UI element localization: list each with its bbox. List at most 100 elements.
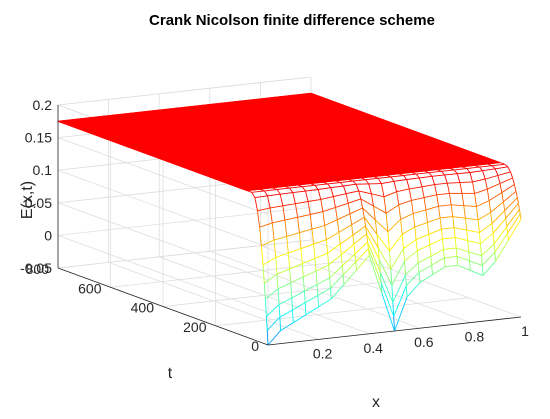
mesh-line-x — [317, 189, 322, 200]
mesh-line-x — [444, 174, 448, 184]
mesh-line-x — [297, 217, 300, 233]
mesh-line-t — [262, 257, 276, 266]
mesh-line-t — [455, 150, 469, 153]
mesh-line-x — [251, 192, 256, 198]
mesh-line-x — [262, 264, 265, 284]
mesh-line-x — [322, 211, 326, 226]
mesh-line-x — [454, 237, 457, 249]
mesh-line-t — [385, 204, 400, 214]
mesh-line-x — [240, 175, 262, 185]
mesh-line-t — [482, 260, 497, 276]
mesh-line-x — [84, 130, 111, 142]
mesh-line-t — [355, 248, 369, 263]
mesh-line-x — [497, 175, 501, 184]
mesh-line-t — [449, 166, 463, 169]
mesh-line-x — [247, 99, 275, 111]
mesh-line-x — [253, 174, 275, 184]
mesh-line-x — [350, 173, 362, 179]
mesh-line-t — [316, 277, 330, 285]
mesh-line-x — [403, 132, 430, 144]
mesh-line-t — [364, 123, 378, 126]
mesh-line-x — [188, 156, 215, 168]
mesh-line-t — [322, 180, 336, 183]
mesh-line-t — [295, 201, 309, 205]
mesh-line-t — [377, 134, 391, 137]
mesh-line-t — [312, 116, 326, 119]
mesh-line-t — [288, 131, 302, 134]
mesh-line-x — [273, 239, 277, 258]
mesh-line-t — [235, 112, 249, 115]
mesh-line-t — [358, 190, 372, 195]
mesh-line-x — [436, 169, 442, 172]
mesh-line-t — [108, 113, 122, 117]
mesh-line-x — [311, 105, 339, 116]
mesh-line-x — [260, 98, 287, 109]
mesh-line-t — [491, 210, 506, 224]
mesh-line-t — [343, 269, 357, 285]
mesh-line-t — [267, 193, 281, 197]
mesh-line-x — [267, 195, 271, 208]
mesh-line-x — [211, 128, 239, 140]
mesh-line-t — [426, 163, 439, 167]
mesh-line-t — [148, 134, 162, 137]
mesh-line-t — [328, 152, 342, 155]
z-tick-label: -0.05 — [20, 260, 52, 276]
mesh-line-t — [70, 118, 84, 121]
mesh-line-x — [302, 156, 330, 167]
mesh-line-t — [352, 179, 366, 182]
mesh-line-t — [403, 239, 417, 249]
mesh-line-x — [282, 205, 286, 221]
mesh-line-t — [479, 223, 493, 233]
mesh-line-t — [278, 297, 292, 305]
mesh-line-x — [171, 108, 199, 119]
mesh-line-x — [265, 172, 288, 182]
mesh-line-t — [147, 122, 161, 125]
mesh-line-t — [416, 172, 429, 175]
z-tick-label: 0.2 — [33, 97, 53, 113]
mesh-line-t — [286, 106, 300, 109]
mesh-line-t — [304, 295, 319, 304]
mesh-line-t — [248, 110, 262, 114]
mesh-line-t — [482, 168, 496, 172]
mesh-line-x — [349, 213, 353, 225]
mesh-line-x — [365, 179, 370, 185]
mesh-line-x — [421, 186, 425, 198]
mesh-line-t — [377, 247, 392, 270]
mesh-line-x — [411, 171, 417, 175]
mesh-line-t — [428, 170, 442, 174]
mesh-line-x — [238, 150, 266, 162]
mesh-line-x — [286, 180, 298, 186]
mesh-line-x — [234, 101, 262, 112]
mesh-line-x — [330, 288, 332, 299]
mesh-line-x — [504, 163, 509, 168]
mesh-line-x — [360, 177, 366, 181]
mesh-line-x — [307, 201, 311, 215]
mesh-line-x — [301, 186, 306, 192]
mesh-line-t — [292, 302, 306, 311]
mesh-line-x — [259, 188, 265, 192]
mesh-line-x — [149, 148, 176, 159]
mesh-line-t — [371, 193, 385, 198]
mesh-line-x — [426, 165, 437, 171]
mesh-line-t — [330, 274, 344, 289]
mesh-line-t — [301, 130, 314, 133]
mesh-line-x — [310, 92, 338, 104]
mesh-line-x — [290, 157, 317, 169]
mesh-line-x — [313, 130, 341, 141]
mesh-line-t — [379, 158, 393, 162]
mesh-line-t — [350, 172, 364, 175]
mesh-line-x — [494, 168, 499, 176]
mesh-line-x — [416, 143, 444, 155]
mesh-line-x — [257, 210, 261, 228]
mesh-line-x — [329, 277, 331, 289]
mesh-line-t — [417, 255, 432, 264]
mesh-line-t — [300, 117, 313, 121]
mesh-line-t — [393, 179, 407, 182]
mesh-line-t — [159, 108, 172, 111]
mesh-line-x — [277, 288, 280, 305]
mesh-line-t — [443, 247, 457, 250]
mesh-line-x — [327, 141, 354, 152]
mesh-line-t — [367, 248, 382, 283]
mesh-line-x — [187, 144, 214, 155]
mesh-line-x — [493, 243, 496, 253]
